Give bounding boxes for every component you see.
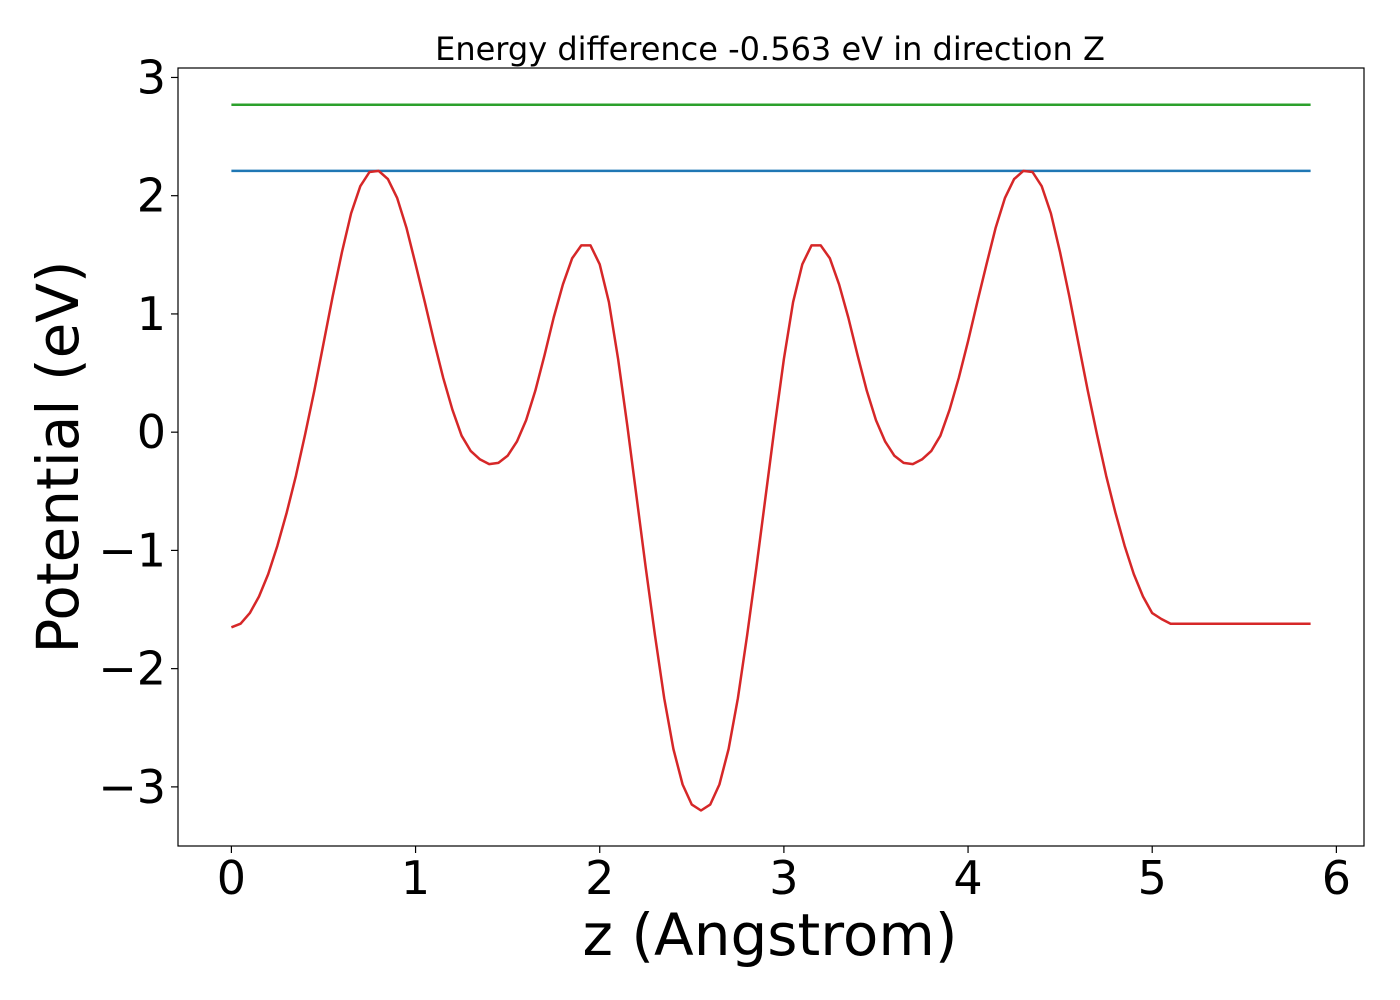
- y-tick-label: 3: [137, 50, 166, 104]
- x-tick-label: 3: [769, 851, 798, 905]
- x-tick-label: 4: [953, 851, 982, 905]
- y-tick-label: 0: [137, 405, 166, 459]
- x-tick-label: 6: [1322, 851, 1351, 905]
- y-tick-label: −2: [98, 642, 166, 696]
- y-tick-label: 1: [137, 287, 166, 341]
- chart-title: Energy difference -0.563 eV in direction…: [435, 30, 1105, 68]
- x-tick-label: 5: [1138, 851, 1167, 905]
- y-tick-label: 2: [137, 169, 166, 223]
- x-tick-label: 2: [585, 851, 614, 905]
- series-line-2: [230, 169, 1311, 812]
- y-axis-ticks: −3 −2 −1 0 1 2 3: [98, 50, 178, 814]
- y-tick-label: −3: [98, 760, 166, 814]
- series-layer: [230, 103, 1311, 812]
- x-axis-ticks: 0 1 2 3 4 5 6: [217, 846, 1351, 905]
- plot-area-frame: [177, 67, 1365, 847]
- x-tick-label: 0: [217, 851, 246, 905]
- x-axis-label: z (Angstrom): [583, 901, 958, 969]
- y-tick-label: −1: [98, 523, 166, 577]
- y-axis-label: Potential (eV): [24, 260, 92, 653]
- x-tick-label: 1: [401, 851, 430, 905]
